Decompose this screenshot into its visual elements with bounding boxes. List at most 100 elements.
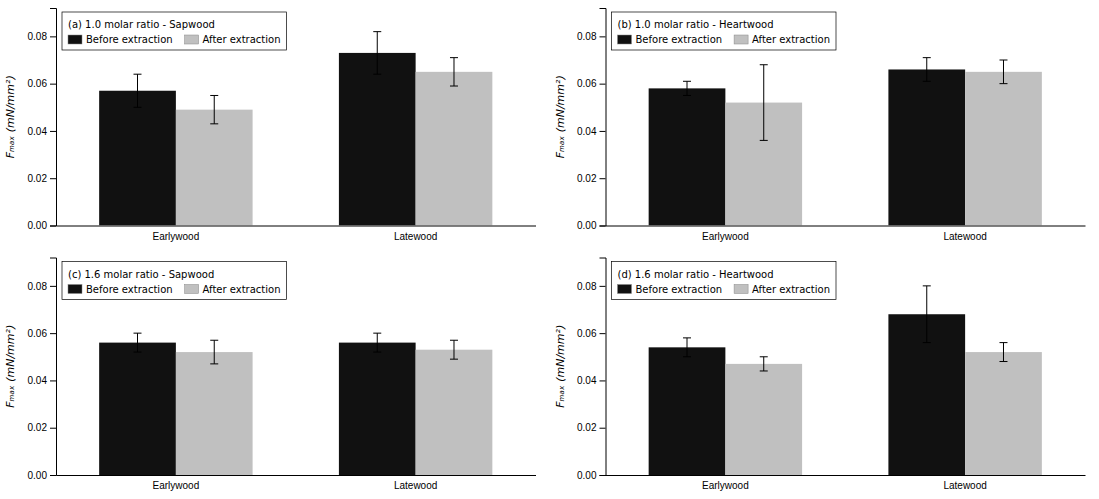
- error-bar-cap: [683, 337, 691, 338]
- tick-mark: [600, 286, 606, 287]
- y-axis-title: Fₘₐₓ (mN/mm²): [554, 325, 567, 408]
- tick: 0.08: [577, 31, 605, 42]
- tick-mark: [600, 380, 606, 381]
- error-bar: [450, 340, 458, 359]
- axis-line: [57, 226, 537, 227]
- tick-label: 0.08: [577, 31, 597, 42]
- legend-title: (c) 1.6 molar ratio - Sapwood: [68, 269, 214, 280]
- error-bar-cap: [683, 356, 691, 357]
- tick-label: 0.02: [28, 422, 48, 433]
- tick: 0.08: [28, 281, 56, 292]
- error-bar-cap: [923, 285, 931, 286]
- panel: 0.000.020.040.060.08EarlywoodLatewoodFₘₐ…: [554, 258, 1086, 491]
- legend-label: Before extraction: [636, 284, 723, 295]
- bar: [99, 343, 176, 475]
- error-bar-cap: [373, 333, 381, 334]
- tick-label: 0.06: [577, 78, 597, 89]
- figure: 0.000.020.040.060.08EarlywoodLatewoodFₘₐ…: [0, 0, 1099, 499]
- error-bar-cap: [210, 95, 218, 96]
- bar: [99, 91, 176, 226]
- error-bar-line: [137, 74, 138, 107]
- bar: [888, 69, 965, 225]
- tick-label: 0.00: [577, 220, 597, 231]
- axis-line: [50, 258, 57, 476]
- legend-swatch: [734, 285, 748, 294]
- legend-label: Before extraction: [86, 34, 173, 45]
- tick-label: Earlywood: [702, 480, 749, 491]
- error-bar: [760, 357, 768, 371]
- error-bar-line: [453, 58, 454, 86]
- error-bar-line: [763, 65, 764, 141]
- tick-label: 0.04: [28, 126, 48, 137]
- error-bar-cap: [760, 370, 768, 371]
- legend-label: After extraction: [752, 284, 830, 295]
- tick-mark: [50, 84, 56, 85]
- tick-mark: [600, 36, 606, 37]
- tick-label: 0.04: [577, 375, 597, 386]
- tick-label: Latewood: [394, 480, 437, 491]
- error-bar: [210, 95, 218, 123]
- tick: 0.06: [577, 78, 605, 89]
- legend: (d) 1.6 molar ratio - HeartwoodBefore ex…: [612, 262, 837, 300]
- tick: 0.08: [28, 31, 56, 42]
- legend-swatch: [68, 35, 82, 44]
- error-bar-cap: [683, 81, 691, 82]
- error-bar: [923, 286, 931, 343]
- tick: 0.02: [577, 173, 605, 184]
- y-axis-title: Fₘₐₓ (mN/mm²): [554, 75, 567, 158]
- tick: 0.04: [577, 375, 605, 386]
- tick: 0.00: [28, 220, 56, 231]
- error-bar-cap: [134, 107, 142, 108]
- series: [176, 58, 492, 226]
- x-axis: EarlywoodLatewood: [57, 476, 537, 492]
- tick-mark: [50, 226, 56, 227]
- tick-mark: [50, 36, 56, 37]
- tick-mark: [600, 178, 606, 179]
- bar: [176, 110, 253, 226]
- legend-swatch: [68, 285, 82, 294]
- tick-label: 0.06: [28, 328, 48, 339]
- error-bar: [373, 32, 381, 75]
- tick: Latewood: [943, 231, 986, 242]
- error-bar-line: [926, 286, 927, 343]
- error-bar-cap: [134, 74, 142, 75]
- legend-label: Before extraction: [86, 284, 173, 295]
- tick-mark: [600, 333, 606, 334]
- error-bar-cap: [450, 86, 458, 87]
- axis-line: [606, 475, 1086, 476]
- tick: 0.02: [577, 422, 605, 433]
- error-bar-cap: [999, 342, 1007, 343]
- plot-area: [649, 58, 1042, 226]
- tick-label: 0.00: [28, 220, 48, 231]
- tick: 0.04: [28, 126, 56, 137]
- error-bar-cap: [923, 81, 931, 82]
- tick-label: 0.04: [28, 375, 48, 386]
- legend-label: Before extraction: [636, 34, 723, 45]
- tick-mark: [50, 380, 56, 381]
- axis-line: [57, 475, 537, 476]
- series: [99, 32, 415, 226]
- tick: Earlywood: [702, 480, 749, 491]
- legend-swatch: [185, 285, 199, 294]
- tick-mark: [50, 131, 56, 132]
- bar: [649, 347, 726, 475]
- series: [176, 340, 492, 475]
- tick: 0.04: [28, 375, 56, 386]
- error-bar: [210, 340, 218, 364]
- legend-swatch: [734, 35, 748, 44]
- tick-label: Earlywood: [153, 231, 200, 242]
- error-bar: [373, 333, 381, 352]
- tick-mark: [50, 178, 56, 179]
- error-bar-cap: [450, 340, 458, 341]
- plot-area: [99, 32, 492, 226]
- error-bar-line: [687, 338, 688, 357]
- bar: [649, 88, 726, 225]
- bar: [416, 350, 493, 475]
- tick-label: 0.08: [28, 281, 48, 292]
- legend-swatch: [185, 35, 199, 44]
- tick: Latewood: [943, 480, 986, 491]
- error-bar-cap: [999, 361, 1007, 362]
- error-bar-cap: [760, 140, 768, 141]
- axis-line: [50, 9, 57, 227]
- tick: 0.06: [28, 328, 56, 339]
